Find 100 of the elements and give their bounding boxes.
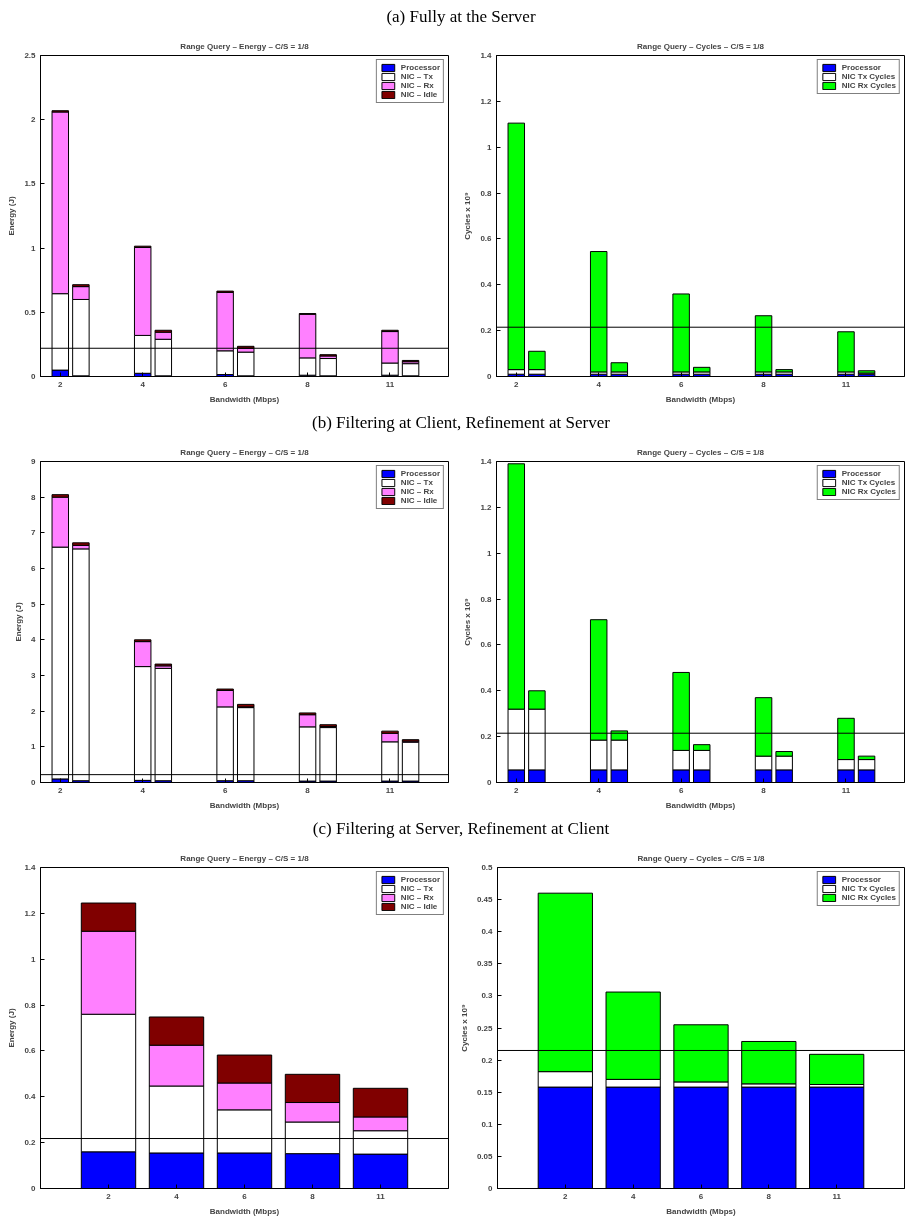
y-tick-label: 0.6 (480, 640, 493, 650)
x-axis-title: Bandwidth (Mbps) (665, 394, 736, 404)
chart-title: Range Query – Energy – C/S = 1/8 (180, 447, 310, 457)
y-tick-label: 0 (488, 1184, 494, 1193)
y-tick-label: 0.8 (480, 188, 493, 198)
y-tick-label: 0.8 (480, 594, 493, 604)
y-tick-label: 1.4 (24, 863, 37, 872)
x-tick-label: 11 (376, 1191, 386, 1201)
y-tick-label: 0 (487, 372, 493, 381)
x-tick-label: 8 (766, 1191, 772, 1201)
y-tick-label: 1 (31, 954, 37, 964)
x-tick-label: 6 (222, 379, 228, 389)
x-tick-label: 6 (698, 1191, 704, 1201)
y-axis-title: Energy (J) (7, 1008, 17, 1048)
y-tick-label: 5 (31, 599, 37, 609)
y-tick-label: 0 (31, 372, 37, 381)
x-tick-label: 4 (630, 1191, 636, 1201)
y-tick-label: 1.5 (24, 179, 37, 189)
y-tick-label: 0.25 (476, 1023, 494, 1033)
x-tick-label: 2 (106, 1191, 112, 1201)
y-axis-title: Cycles x 10⁹ (463, 192, 473, 240)
y-tick-label: 1.4 (480, 51, 493, 60)
legend-label: Processor (400, 875, 440, 884)
legend-label: NIC – Tx (400, 478, 433, 487)
x-axis-title: Bandwidth (Mbps) (666, 1206, 736, 1216)
x-tick-label: 11 (385, 785, 395, 795)
x-tick-label: 11 (832, 1191, 842, 1201)
legend-label: Processor (841, 63, 881, 72)
chart-title: Range Query – Cycles – C/S = 1/8 (637, 853, 766, 863)
legend-label: NIC – Rx (400, 81, 434, 90)
legend-label: NIC – Rx (400, 487, 434, 496)
y-tick-label: 0.8 (24, 1000, 37, 1010)
x-tick-label: 2 (58, 785, 64, 795)
y-tick-label: 9 (31, 457, 37, 466)
y-tick-label: 2 (31, 115, 37, 125)
y-tick-label: 0.4 (480, 280, 493, 290)
text: (a) Fully at the Server (386, 6, 536, 28)
y-tick-label: 0.6 (480, 234, 493, 244)
y-tick-label: 0 (31, 1184, 37, 1193)
x-tick-label: 6 (222, 785, 228, 795)
y-tick-label: 0.2 (480, 326, 493, 336)
chart-title: Range Query – Energy – C/S = 1/8 (180, 853, 310, 863)
text: (b) Filtering at Client, Refinement at Server (312, 412, 610, 434)
x-tick-label: 11 (841, 379, 851, 389)
x-tick-label: 11 (385, 379, 395, 389)
y-axis-title: Cycles x 10⁹ (463, 598, 473, 646)
y-tick-label: 1.2 (480, 96, 493, 106)
x-tick-label: 4 (174, 1191, 180, 1201)
y-tick-label: 0.35 (476, 959, 494, 969)
y-tick-label: 0.4 (481, 927, 494, 937)
y-tick-label: 4 (31, 635, 37, 645)
x-tick-label: 4 (140, 785, 146, 795)
y-tick-label: 1 (31, 742, 37, 752)
legend-label: NIC – Idle (400, 496, 438, 505)
x-tick-label: 8 (761, 785, 767, 795)
y-tick-label: 6 (31, 564, 37, 573)
legend-label: NIC Tx Cycles (841, 72, 896, 81)
y-tick-label: 0.2 (24, 1138, 37, 1148)
y-tick-label: 1.2 (24, 908, 37, 918)
y-axis-title: Energy (J) (7, 196, 17, 236)
legend-label: NIC – Idle (400, 902, 438, 911)
legend-label: NIC Rx Cycles (841, 487, 896, 496)
x-tick-label: 2 (514, 785, 520, 795)
y-tick-label: 0 (487, 778, 493, 787)
y-tick-label: 0.45 (476, 895, 494, 905)
x-tick-label: 6 (678, 785, 684, 795)
x-tick-label: 6 (678, 379, 684, 389)
legend-label: Processor (400, 63, 440, 72)
x-tick-label: 2 (563, 1191, 569, 1201)
legend-label: Processor (400, 469, 440, 478)
y-tick-label: 0.4 (24, 1092, 37, 1102)
legend-label: NIC – Tx (400, 72, 433, 81)
chart-title: Range Query – Energy – C/S = 1/8 (180, 41, 310, 51)
y-tick-label: 0.05 (476, 1151, 494, 1161)
y-tick-label: 2.5 (24, 51, 37, 60)
legend-label: NIC Rx Cycles (841, 81, 896, 90)
y-tick-label: 0.15 (476, 1087, 494, 1097)
legend-label: NIC Tx Cycles (841, 884, 896, 893)
y-tick-label: 0.1 (481, 1119, 494, 1129)
y-tick-label: 0.4 (480, 686, 493, 696)
y-tick-label: 0.6 (24, 1046, 37, 1056)
x-tick-label: 8 (305, 785, 311, 795)
x-tick-label: 2 (514, 379, 520, 389)
y-tick-label: 3 (31, 671, 37, 680)
y-tick-label: 0.2 (481, 1055, 494, 1065)
legend-label: NIC – Rx (400, 893, 434, 902)
y-axis-title: Energy (J) (14, 602, 24, 642)
y-tick-label: 1.4 (480, 457, 493, 466)
x-tick-label: 6 (242, 1191, 248, 1201)
y-tick-label: 0.5 (481, 863, 494, 872)
x-tick-label: 4 (596, 379, 602, 389)
chart-title: Range Query – Cycles – C/S = 1/8 (637, 447, 765, 457)
y-tick-label: 8 (31, 492, 37, 502)
y-tick-label: 1.2 (480, 502, 493, 512)
legend-label: NIC – Idle (400, 90, 438, 99)
y-tick-label: 0.2 (480, 732, 493, 742)
legend-label: NIC Tx Cycles (841, 478, 896, 487)
x-tick-label: 8 (761, 379, 767, 389)
x-tick-label: 8 (305, 379, 311, 389)
x-axis-title: Bandwidth (Mbps) (209, 800, 280, 810)
